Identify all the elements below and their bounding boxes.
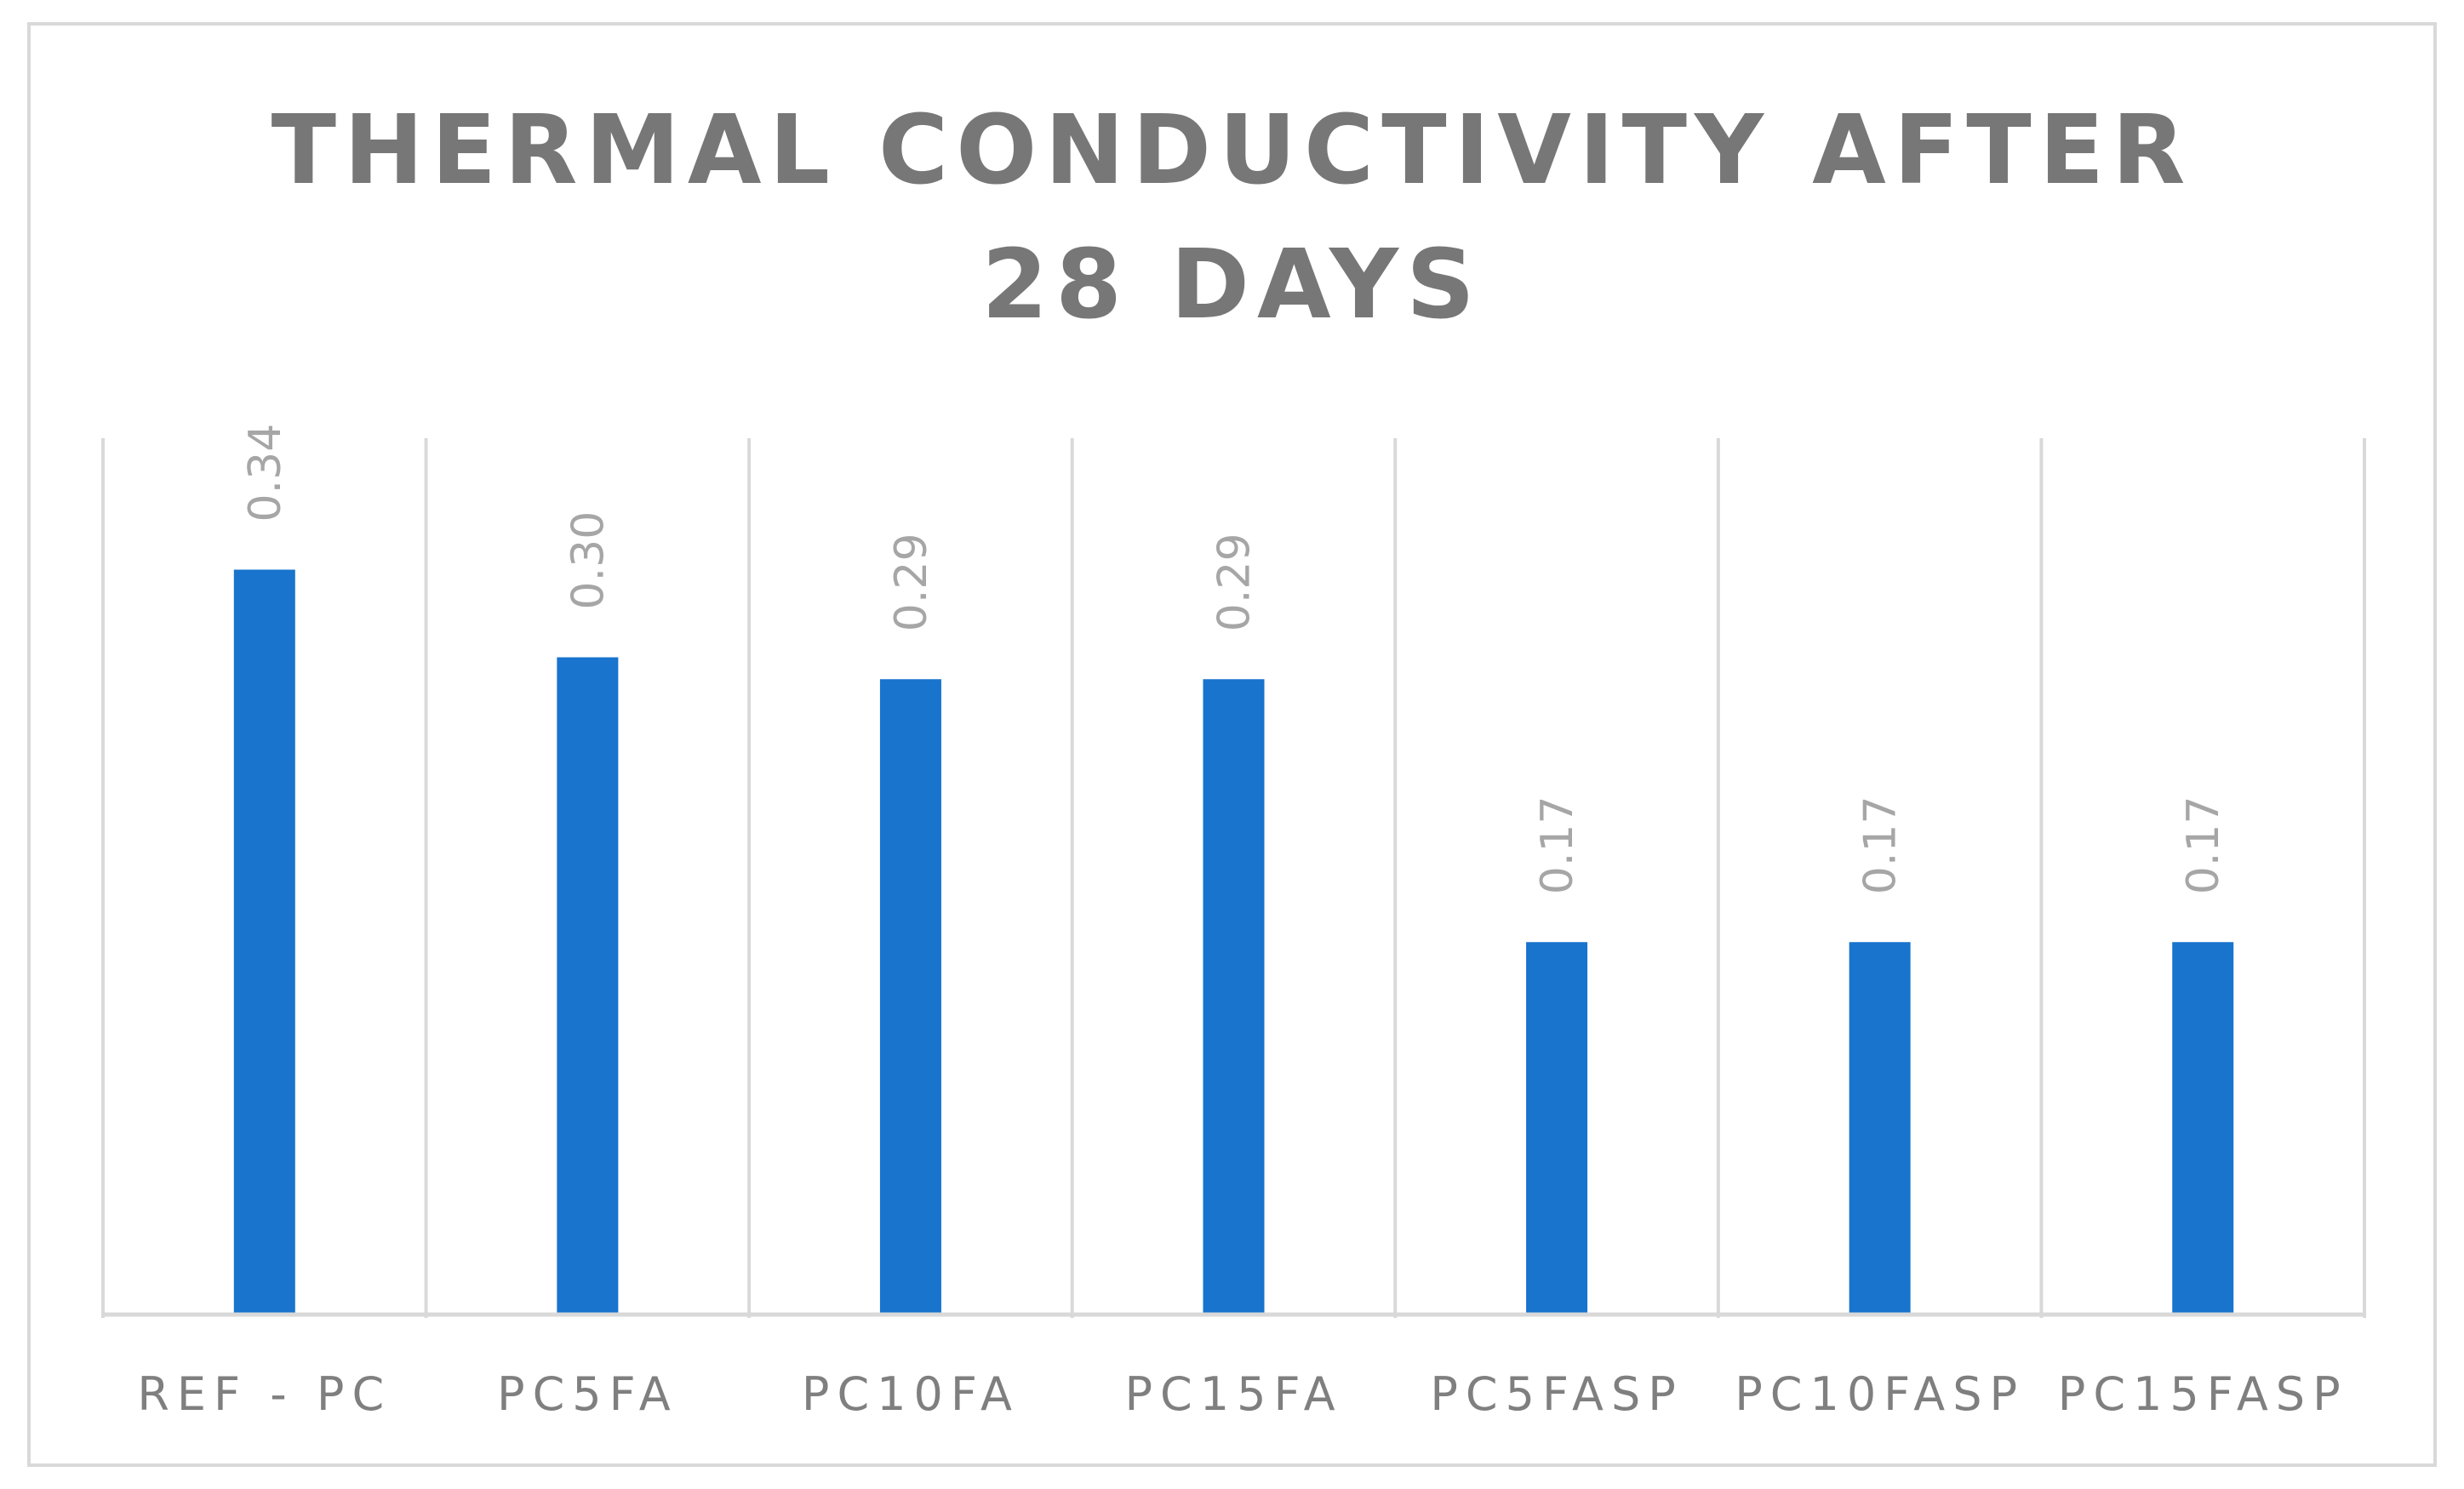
data-label: 0.17: [1855, 796, 1907, 894]
data-label: 0.30: [563, 511, 614, 610]
chart-title-line-2: 28 DAYS: [981, 230, 1483, 340]
x-tick-label: PC15FA: [1124, 1367, 1342, 1421]
x-tick-label: PC15FASP: [2058, 1367, 2348, 1421]
x-tick-label: PC10FASP: [1735, 1367, 2025, 1421]
bar-ref-pc: [233, 569, 295, 1315]
data-label: 0.17: [1532, 796, 1583, 894]
data-label: 0.29: [1209, 533, 1261, 631]
data-label: 0.34: [240, 424, 291, 522]
data-label: 0.29: [886, 533, 937, 631]
bar-pc5fa: [557, 657, 619, 1315]
x-tick-label: PC5FASP: [1430, 1367, 1684, 1421]
bars: [233, 569, 2234, 1315]
bar-pc15fa: [1203, 679, 1265, 1315]
bar-pc10fasp: [1849, 942, 1911, 1315]
gridlines: [101, 438, 2366, 1318]
x-tick-label: REF - PC: [137, 1367, 392, 1421]
x-tick-label: PC5FA: [497, 1367, 678, 1421]
chart-title-line-1: THERMAL CONDUCTIVITY AFTER: [271, 95, 2193, 206]
data-label: 0.17: [2178, 796, 2229, 894]
bar-pc10fa: [879, 679, 941, 1315]
data-labels: 0.34 0.30 0.29 0.29 0.17 0.17 0.17: [240, 424, 2229, 895]
x-tick-label: PC10FA: [802, 1367, 1020, 1421]
bar-pc5fasp: [1526, 942, 1588, 1315]
chart-title: THERMAL CONDUCTIVITY AFTER 28 DAYS: [0, 83, 2464, 352]
bar-pc15fasp: [2172, 942, 2234, 1315]
x-tick-labels: REF - PC PC5FA PC10FA PC15FA PC5FASP PC10FASP…: [137, 1367, 2348, 1421]
